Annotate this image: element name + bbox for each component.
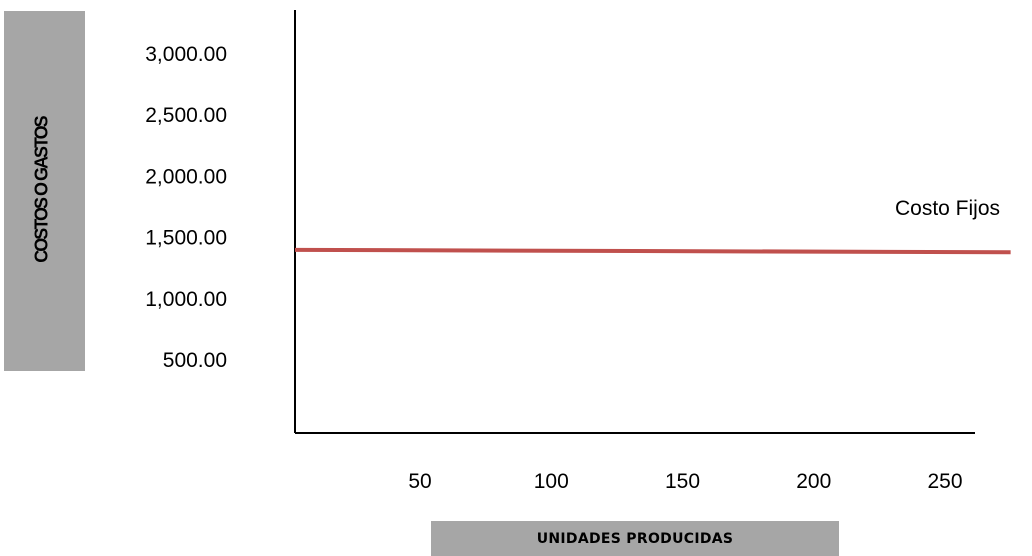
x-tick-label: 200 xyxy=(796,470,831,493)
x-tick-label: 50 xyxy=(408,470,431,493)
series-line-costo-fijos xyxy=(294,247,1011,255)
y-tick-label: 2,000.00 xyxy=(145,165,227,188)
x-tick-label: 100 xyxy=(534,470,569,493)
x-axis-title-box: UNIDADES PRODUCIDAS xyxy=(431,521,839,556)
x-tick-label: 250 xyxy=(927,470,962,493)
y-tick-label: 500.00 xyxy=(163,349,227,372)
series-label-costo-fijos: Costo Fijos xyxy=(895,197,1000,220)
y-tick-label: 3,000.00 xyxy=(145,43,227,66)
y-tick-label: 1,000.00 xyxy=(145,288,227,311)
y-axis-title-box xyxy=(4,11,85,371)
y-tick-label: 2,500.00 xyxy=(145,104,227,127)
x-tick-label: 150 xyxy=(665,470,700,493)
y-tick-label: 1,500.00 xyxy=(145,227,227,250)
x-axis-title: UNIDADES PRODUCIDAS xyxy=(536,530,734,547)
